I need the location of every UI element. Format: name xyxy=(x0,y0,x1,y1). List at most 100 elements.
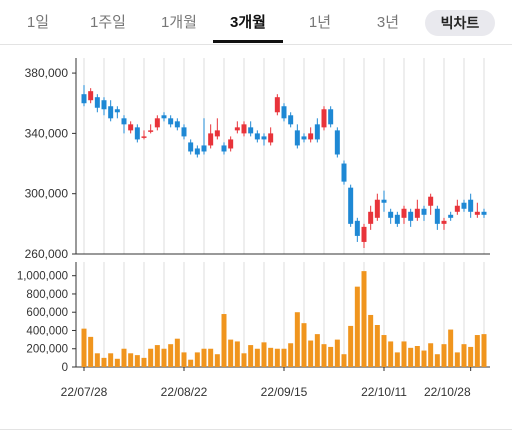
tab-1-month[interactable]: 1개월 xyxy=(161,14,197,31)
price-tick-label: 300,000 xyxy=(25,187,69,201)
tab-3-years[interactable]: 3년 xyxy=(376,14,400,31)
volume-bar xyxy=(81,328,87,367)
volume-bar xyxy=(461,344,467,367)
candle-body xyxy=(361,226,367,242)
volume-tick-label: 800,000 xyxy=(26,289,68,301)
date-tick-label: 22/08/22 xyxy=(161,385,208,399)
volume-bar xyxy=(408,347,414,367)
candle-body xyxy=(321,109,327,128)
candle-body xyxy=(341,163,347,182)
date-tick-label: 22/10/28 xyxy=(424,385,471,399)
candle-body xyxy=(274,97,280,113)
tab-1-day[interactable]: 1일 xyxy=(26,14,50,31)
price-tick-label: 380,000 xyxy=(25,66,69,80)
candle-body xyxy=(228,139,234,149)
date-tick-label: 22/07/28 xyxy=(61,385,108,399)
candle-body xyxy=(94,97,100,108)
candle-body xyxy=(214,130,220,137)
candle-body xyxy=(481,211,487,215)
candle-body xyxy=(261,136,267,140)
candle-body xyxy=(254,133,260,140)
volume-bar xyxy=(434,354,440,367)
volume-bar xyxy=(308,340,314,367)
candle-body xyxy=(474,211,480,215)
volume-bar xyxy=(128,353,134,367)
volume-bar xyxy=(134,355,140,367)
volume-bar xyxy=(141,357,147,367)
tab-1-week[interactable]: 1주일 xyxy=(90,14,126,31)
volume-series xyxy=(81,271,487,367)
volume-bar xyxy=(468,346,474,367)
volume-bar xyxy=(108,353,114,367)
candle-body xyxy=(448,214,454,218)
volume-bar xyxy=(208,348,214,367)
volume-bar xyxy=(114,358,120,367)
date-axis: 22/07/28 22/08/22 22/09/15 22/10/11 22/10/28 xyxy=(61,367,472,399)
volume-bar xyxy=(288,343,294,367)
candle-body xyxy=(128,124,134,131)
volume-bar xyxy=(188,359,194,367)
volume-tick-label: 200,000 xyxy=(26,344,68,356)
candle-body xyxy=(381,199,387,203)
candle-body xyxy=(454,205,460,212)
date-tick-label: 22/09/15 xyxy=(261,385,308,399)
candle-body xyxy=(221,145,227,152)
volume-bar xyxy=(214,354,220,367)
candle-body xyxy=(201,145,207,152)
volume-bar xyxy=(194,352,200,367)
volume-bar xyxy=(201,348,207,367)
candle-body xyxy=(248,127,254,134)
candle-body xyxy=(194,148,200,155)
candle-body xyxy=(314,124,320,140)
price-grid xyxy=(75,58,490,255)
candle-body xyxy=(168,118,174,125)
volume-bar xyxy=(234,341,240,367)
volume-bar xyxy=(181,352,187,367)
candle-body xyxy=(81,94,87,104)
volume-bar xyxy=(301,323,307,367)
candle-body xyxy=(408,211,414,221)
candle-body xyxy=(461,202,467,209)
candle-body xyxy=(161,115,167,119)
volume-bar xyxy=(388,341,394,367)
volume-bar xyxy=(394,352,400,367)
tab-1-year[interactable]: 1년 xyxy=(308,14,332,31)
candle-body xyxy=(421,208,427,215)
volume-bar xyxy=(268,347,274,367)
candle-body xyxy=(428,196,434,206)
candle-body xyxy=(121,118,127,125)
candle-body xyxy=(281,106,287,119)
volume-bar xyxy=(381,335,387,367)
bottom-divider xyxy=(0,429,512,430)
volume-bar xyxy=(101,357,107,367)
volume-bar xyxy=(94,353,100,367)
volume-bar xyxy=(121,348,127,367)
candle-body xyxy=(348,187,354,224)
bigchart-button[interactable]: 빅차트 xyxy=(425,10,495,36)
candle-body xyxy=(268,133,274,143)
candle-body xyxy=(334,130,340,155)
volume-bar xyxy=(421,350,427,367)
volume-bar xyxy=(341,354,347,367)
volume-bar xyxy=(348,325,354,367)
price-tick-label: 260,000 xyxy=(25,247,69,261)
volume-bar xyxy=(321,344,327,367)
volume-bar xyxy=(328,346,334,367)
candle-body xyxy=(101,100,107,110)
period-tab-bar: 1일 1주일 1개월 3개월 1년 3년 빅차트 xyxy=(0,0,512,45)
volume-bar xyxy=(254,348,260,367)
candle-body xyxy=(394,214,400,224)
candle-body xyxy=(88,91,94,101)
tab-3-months[interactable]: 3개월 xyxy=(213,10,283,43)
volume-tick-label: 1,000,000 xyxy=(17,271,68,283)
volume-axis: 1,000,000 800,000 600,000 400,000 200,000 0 xyxy=(17,271,76,374)
candle-body xyxy=(208,133,214,146)
volume-bar xyxy=(174,338,180,367)
volume-bar xyxy=(474,335,480,367)
candle-body xyxy=(174,121,180,128)
volume-bar xyxy=(428,343,434,367)
volume-bar xyxy=(294,312,300,367)
volume-bar xyxy=(448,329,454,367)
date-tick-label: 22/10/11 xyxy=(361,385,407,399)
